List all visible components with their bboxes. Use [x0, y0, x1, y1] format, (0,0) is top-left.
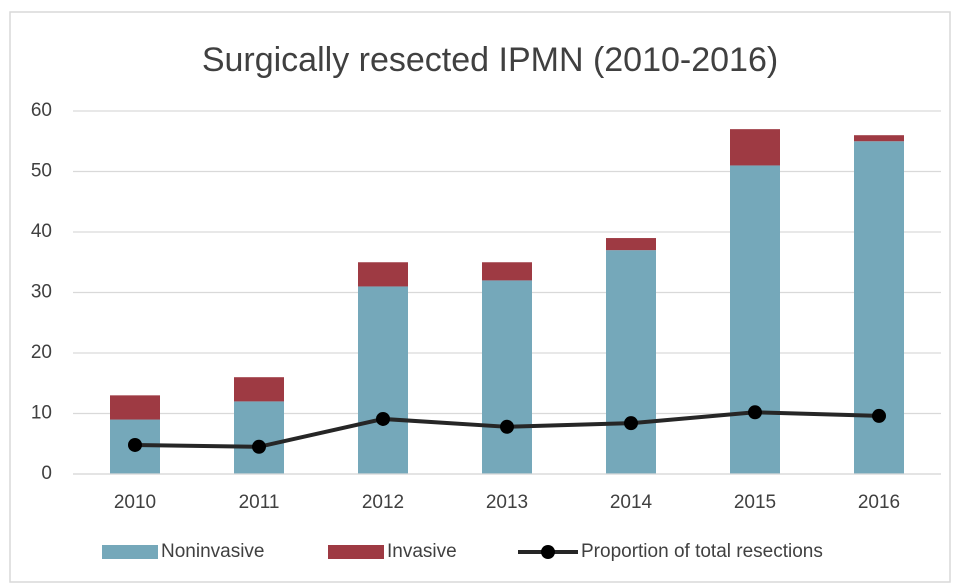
bar — [110, 395, 160, 420]
y-tick-label: 60 — [31, 100, 52, 121]
x-tick-label: 2010 — [114, 492, 156, 513]
legend-swatch — [541, 545, 555, 559]
legend-label: Proportion of total resections — [581, 541, 823, 562]
legend-label: Invasive — [387, 541, 457, 562]
line-point — [872, 408, 886, 423]
bar — [482, 262, 532, 281]
bar — [358, 262, 408, 287]
line-point — [748, 405, 762, 420]
bar — [606, 238, 656, 251]
x-tick-label: 2014 — [610, 492, 653, 513]
chart-title: Surgically resected IPMN (2010-2016) — [202, 41, 778, 79]
bar — [606, 250, 656, 474]
bar — [482, 280, 532, 474]
y-tick-label: 40 — [31, 221, 52, 242]
bar — [730, 165, 780, 474]
bar — [234, 401, 284, 474]
line-point — [500, 419, 514, 434]
bar — [358, 286, 408, 474]
x-tick-label: 2013 — [486, 492, 528, 513]
x-tick-label: 2015 — [734, 492, 776, 513]
legend-label: Noninvasive — [161, 541, 265, 562]
line-point — [252, 439, 266, 454]
y-tick-label: 50 — [31, 161, 52, 182]
line-point — [128, 437, 142, 452]
legend-swatch — [102, 545, 158, 559]
x-tick-label: 2016 — [858, 492, 900, 513]
bar — [854, 135, 904, 142]
line-point — [624, 416, 638, 431]
x-tick-label: 2011 — [239, 492, 280, 513]
chart-frame — [9, 11, 951, 583]
legend-swatch — [328, 545, 384, 559]
line-point — [376, 411, 390, 426]
y-tick-label: 10 — [31, 403, 52, 424]
bar — [854, 141, 904, 474]
bar — [730, 129, 780, 166]
bar — [234, 377, 284, 402]
x-tick-label: 2012 — [362, 492, 404, 513]
y-tick-label: 20 — [31, 342, 52, 363]
y-tick-label: 0 — [41, 463, 52, 484]
y-tick-label: 30 — [31, 282, 52, 303]
